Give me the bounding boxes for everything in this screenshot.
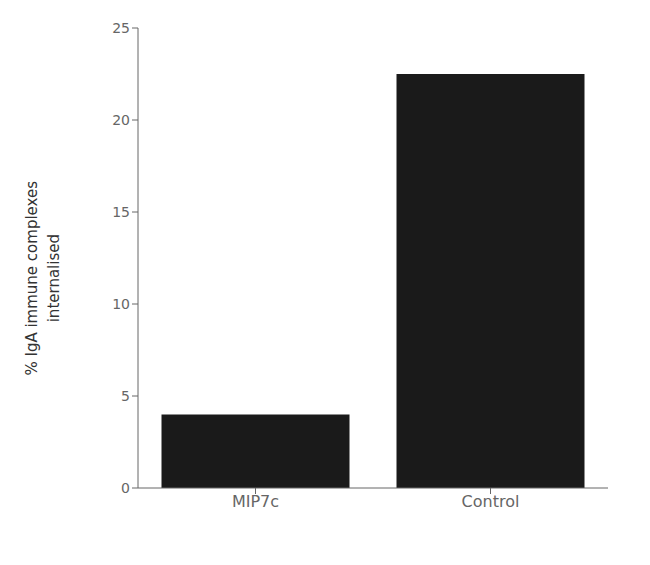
svg-text:25: 25	[112, 20, 130, 36]
svg-text:5: 5	[121, 388, 130, 404]
html-text:% IgA immune complexes: % IgA immune complexes	[23, 180, 41, 376]
svg-text:MIP7c: MIP7c	[232, 492, 279, 511]
svg-text:Control: Control	[462, 492, 520, 511]
svg-text:0: 0	[121, 480, 130, 496]
svg-text:15: 15	[112, 204, 130, 220]
svg-text:20: 20	[112, 112, 130, 128]
svg-text:10: 10	[112, 296, 130, 312]
html-text:internalised: internalised	[45, 233, 63, 323]
